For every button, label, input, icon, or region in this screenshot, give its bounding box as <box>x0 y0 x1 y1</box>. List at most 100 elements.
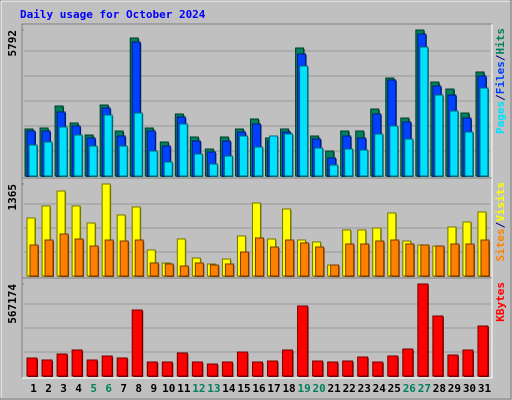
bar <box>329 164 339 177</box>
bar <box>345 243 355 277</box>
bar <box>432 315 444 377</box>
bar <box>103 114 113 177</box>
bar <box>462 349 474 377</box>
legend-entry: KBytes <box>494 282 507 322</box>
bar <box>253 146 263 177</box>
bar <box>193 153 203 177</box>
x-tick-label: 11 <box>177 382 191 395</box>
x-tick-label: 7 <box>120 382 127 395</box>
y-tick-label: 1365 <box>6 184 19 211</box>
bar <box>420 244 430 277</box>
x-tick-label: 25 <box>388 382 401 395</box>
bar <box>56 353 68 377</box>
bar <box>178 123 188 177</box>
bar <box>163 161 173 177</box>
bar <box>89 245 99 277</box>
bar <box>447 354 459 377</box>
bar <box>300 242 310 277</box>
bar <box>134 239 144 277</box>
bar <box>479 87 489 177</box>
bar <box>464 131 474 177</box>
bar <box>372 361 384 377</box>
x-tick-label: 18 <box>282 382 295 395</box>
bar <box>417 283 429 377</box>
bar <box>118 145 128 177</box>
bar <box>480 239 490 277</box>
bar <box>194 262 204 277</box>
bar <box>284 133 294 177</box>
bar <box>359 149 369 177</box>
bar <box>209 264 219 277</box>
x-tick-label: 1 <box>30 382 37 395</box>
bar <box>164 263 174 277</box>
bar <box>360 243 370 277</box>
bar <box>59 233 69 277</box>
bar <box>146 361 158 377</box>
x-tick-label: 23 <box>358 382 371 395</box>
bar <box>315 246 325 277</box>
bar <box>387 355 399 377</box>
bar <box>28 144 38 177</box>
bar <box>269 135 279 177</box>
x-tick-label: 22 <box>343 382 356 395</box>
x-tick-label: 31 <box>478 382 492 395</box>
bar <box>374 133 384 177</box>
bar <box>149 262 159 277</box>
x-tick-label: 10 <box>162 382 175 395</box>
y-tick-label: 567174 <box>6 284 19 324</box>
bar <box>104 239 114 277</box>
bar <box>41 359 53 377</box>
x-tick-label: 30 <box>463 382 476 395</box>
bar <box>330 264 340 277</box>
bar <box>477 325 489 377</box>
x-tick-label: 24 <box>373 382 387 395</box>
bar <box>148 150 158 177</box>
bar <box>236 351 248 377</box>
legend-separator: / <box>494 54 507 61</box>
legend-entry: Visits <box>494 182 507 222</box>
bar <box>342 360 354 377</box>
x-tick-label: 29 <box>448 382 461 395</box>
bar <box>101 355 113 377</box>
bar <box>43 141 53 177</box>
x-tick-label: 21 <box>328 382 342 395</box>
panel-bevel <box>21 277 492 378</box>
bar <box>44 239 54 277</box>
bar <box>179 265 189 277</box>
bar <box>191 361 203 377</box>
legend-entry: Files <box>494 61 507 94</box>
legend: Sites/Visits <box>494 182 507 262</box>
panel-bevel <box>21 23 492 178</box>
bar <box>221 361 233 377</box>
bar <box>404 138 414 177</box>
bar <box>327 361 339 377</box>
panel-bevel <box>22 278 493 379</box>
bar <box>58 126 68 177</box>
bar <box>450 243 460 277</box>
x-tick-label: 3 <box>60 382 67 395</box>
legend-separator: / <box>494 221 507 228</box>
x-tick-label: 12 <box>192 382 205 395</box>
x-tick-label: 15 <box>237 382 250 395</box>
bar <box>389 125 399 177</box>
bar <box>74 238 84 277</box>
bar <box>73 134 83 177</box>
bar <box>131 309 143 377</box>
bar <box>312 360 324 377</box>
bar <box>465 243 475 277</box>
bar <box>206 363 218 377</box>
bar <box>208 163 218 177</box>
bar <box>71 349 83 377</box>
bar <box>239 251 249 277</box>
bar <box>435 245 445 277</box>
legend-entry: Pages <box>494 101 507 134</box>
bar <box>299 65 309 177</box>
chart-title: Daily usage for October 2024 <box>20 8 206 21</box>
bar <box>375 240 385 277</box>
bar <box>405 243 415 277</box>
x-tick-label: 4 <box>75 382 82 395</box>
x-tick-label: 26 <box>403 382 417 395</box>
bar <box>449 110 459 177</box>
panel-bevel <box>21 177 492 278</box>
